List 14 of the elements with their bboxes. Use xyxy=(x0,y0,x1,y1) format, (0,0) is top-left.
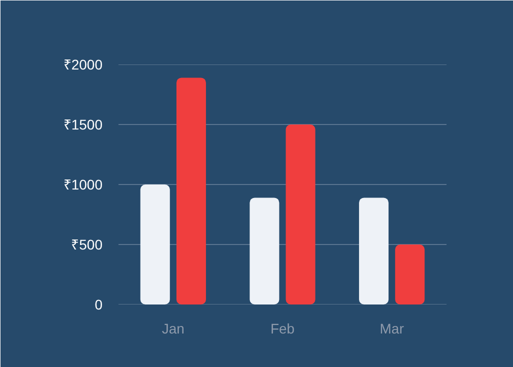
y-tick-label: 0 xyxy=(94,296,103,312)
bar xyxy=(359,198,389,304)
y-tick-label: ₹1000 xyxy=(63,176,103,192)
y-tick-label: ₹500 xyxy=(71,236,103,252)
x-tick-label: Jan xyxy=(162,320,184,336)
bar xyxy=(140,184,170,304)
bar xyxy=(250,198,280,304)
y-tick-label: ₹1500 xyxy=(63,116,103,132)
bar xyxy=(395,244,425,304)
bar xyxy=(286,124,316,304)
y-tick-label: ₹2000 xyxy=(63,56,103,72)
bar xyxy=(176,78,206,304)
x-tick-label: Feb xyxy=(270,320,295,336)
x-tick-label: Mar xyxy=(380,320,404,336)
